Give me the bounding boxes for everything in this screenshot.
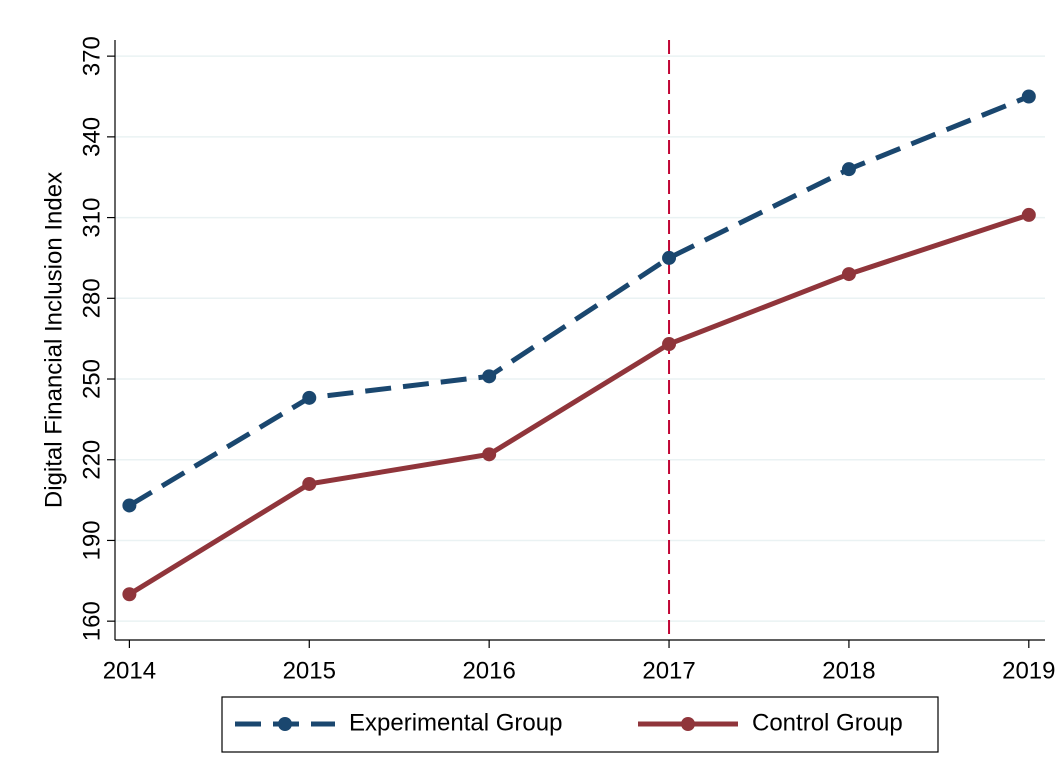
y-tick-label: 370 — [78, 36, 105, 76]
legend-marker — [681, 717, 695, 731]
series-line — [128, 212, 1030, 597]
point — [662, 250, 677, 265]
y-tick-label: 280 — [78, 278, 105, 318]
legend-box — [221, 696, 939, 753]
point — [841, 162, 856, 177]
point — [482, 447, 497, 462]
point — [482, 369, 497, 384]
legend-label: Control Group — [752, 709, 903, 736]
y-tick-label: 160 — [78, 601, 105, 641]
x-tick-label: 2015 — [283, 657, 336, 684]
y-tick-label: 310 — [78, 198, 105, 238]
x-tick-label: 2017 — [642, 657, 695, 684]
x-tick-label: 2019 — [1002, 657, 1055, 684]
point — [122, 498, 137, 513]
point — [1021, 207, 1036, 222]
series-line — [128, 94, 1030, 508]
x-tick-label: 2016 — [462, 657, 515, 684]
y-tick-label: 190 — [78, 520, 105, 560]
point — [302, 390, 317, 405]
point — [1021, 89, 1036, 104]
legend-marker — [278, 717, 292, 731]
y-tick-label: 340 — [78, 117, 105, 157]
y-tick-label: 250 — [78, 359, 105, 399]
y-tick-label: 220 — [78, 440, 105, 480]
y-axis-label: Digital Financial Inclusion Index — [40, 172, 67, 508]
point — [122, 587, 137, 602]
x-tick-label: 2014 — [103, 657, 156, 684]
legend-label: Experimental Group — [349, 709, 562, 736]
point — [841, 267, 856, 282]
point — [302, 476, 317, 491]
x-tick-label: 2018 — [822, 657, 875, 684]
point — [662, 337, 677, 352]
